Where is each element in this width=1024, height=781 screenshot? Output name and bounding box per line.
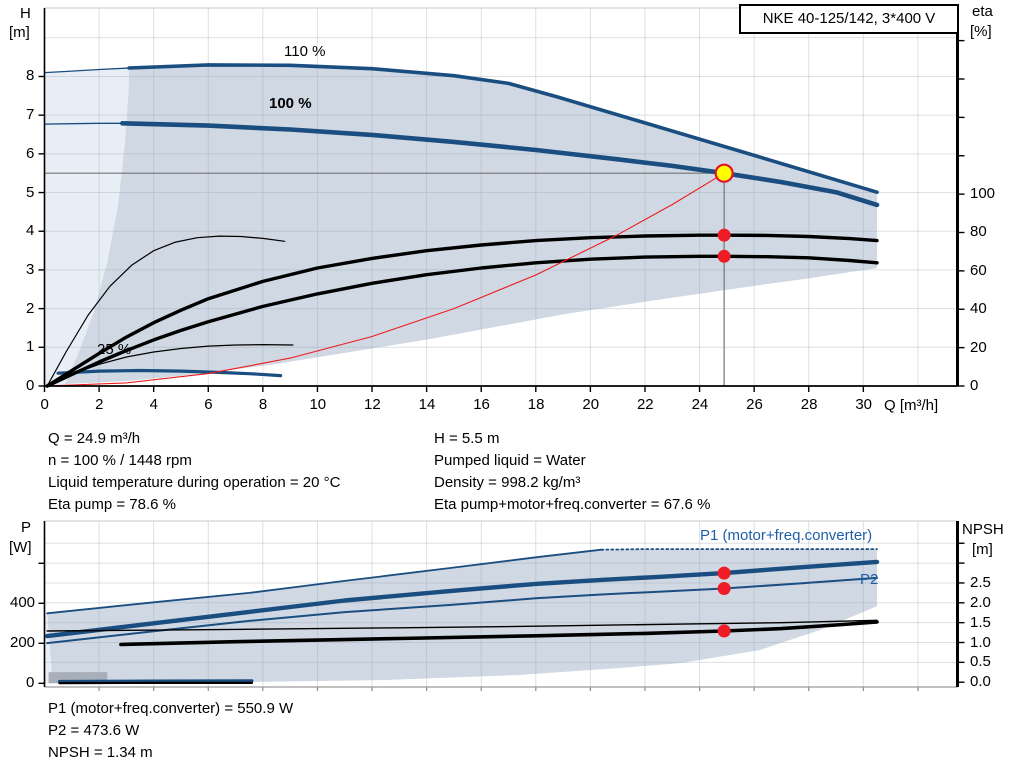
duty-info-left-line-3: Liquid temperature during operation = 20… bbox=[48, 474, 341, 491]
duty-info-right-line-1: H = 5.5 m bbox=[434, 430, 500, 447]
curve-110-lead bbox=[43, 67, 130, 74]
p1-curve bbox=[45, 559, 880, 639]
qh-x-tick-label-4: 4 bbox=[149, 396, 159, 413]
duty-info-left-line-4: Eta pump = 78.6 % bbox=[48, 496, 176, 513]
qh-x-tick-label-20: 20 bbox=[582, 396, 600, 413]
curve-label-25-: 25 % bbox=[97, 341, 132, 358]
h-tick-label-6: 6 bbox=[26, 144, 35, 162]
p-tick-label-200: 200 bbox=[10, 634, 36, 652]
curve-label-p2: P2 bbox=[860, 571, 879, 588]
h-tick-label-1: 1 bbox=[26, 338, 35, 356]
eta-axis-unit: [%] bbox=[970, 23, 992, 40]
p1-dot bbox=[717, 566, 731, 580]
npsh-axis-unit: [m] bbox=[972, 541, 993, 558]
envelope-light bbox=[44, 68, 130, 386]
qh-x-tick-label-16: 16 bbox=[473, 396, 490, 413]
curve-label-110-: 110 % bbox=[284, 43, 326, 60]
h-tick-label-8: 8 bbox=[26, 67, 35, 85]
h-tick-label-7: 7 bbox=[26, 106, 35, 124]
curve-25-percent bbox=[56, 368, 283, 378]
npsh-tick-label-0.5: 0.5 bbox=[970, 653, 991, 671]
qh-x-tick-label-8: 8 bbox=[258, 396, 268, 413]
h-tick-label-2: 2 bbox=[26, 299, 35, 317]
q-axis-unit: Q [m³/h] bbox=[884, 397, 939, 414]
envelope-top-line-dotted bbox=[600, 548, 878, 551]
duty-info-right-line-2: Pumped liquid = Water bbox=[434, 452, 586, 469]
qh-x-tick-label-26: 26 bbox=[746, 396, 763, 413]
power-info-line-2: P2 = 473.6 W bbox=[48, 722, 140, 739]
eta-pump-curve bbox=[45, 233, 879, 388]
duty-info-right: H = 5.5 m Pumped liquid = Water Density = … bbox=[434, 428, 710, 516]
eta-pump-dot bbox=[717, 228, 731, 242]
p-tick-label-0: 0 bbox=[26, 674, 35, 692]
eta-tick-label-60: 60 bbox=[970, 261, 987, 279]
qh-x-tick-label-12: 12 bbox=[364, 396, 381, 413]
h-tick-label-5: 5 bbox=[26, 183, 35, 201]
qh-x-tick-label-28: 28 bbox=[800, 396, 818, 413]
h-tick-label-4: 4 bbox=[26, 222, 35, 240]
p1-25-curve bbox=[57, 679, 254, 684]
h-tick-label-3: 3 bbox=[26, 260, 35, 278]
qh-x-tick-label-30: 30 bbox=[855, 396, 873, 413]
npsh-dot bbox=[717, 624, 731, 638]
eta-total-curve bbox=[45, 254, 879, 388]
qh-x-tick-label-22: 22 bbox=[636, 396, 654, 413]
power-info-line-1: P1 (motor+freq.converter) = 550.9 W bbox=[48, 700, 294, 717]
npsh-tick-label-2.0: 2.0 bbox=[970, 593, 991, 611]
npsh-curve bbox=[119, 620, 879, 647]
eta-25-curve bbox=[46, 235, 286, 387]
p2-dot bbox=[717, 582, 731, 595]
pump-title: NKE 40-125/142, 3*400 V bbox=[762, 10, 936, 27]
npsh-tick-label-1.5: 1.5 bbox=[970, 613, 991, 631]
eta-axis-label: eta bbox=[972, 3, 993, 20]
qh-x-tick-label-6: 6 bbox=[204, 396, 213, 413]
qh-x-tick-label-2: 2 bbox=[95, 396, 104, 413]
curve-100-lead bbox=[43, 122, 123, 125]
operating-envelope bbox=[65, 64, 877, 385]
duty-info-left-line-2: n = 100 % / 1448 rpm bbox=[48, 452, 192, 469]
qh-x-tick-label-0: 0 bbox=[40, 396, 49, 413]
envelope-top-line bbox=[46, 548, 603, 615]
power-info-line-3: NPSH = 1.34 m bbox=[48, 744, 153, 761]
h-axis-unit: [m] bbox=[9, 24, 30, 41]
eta-tick-label-80: 80 bbox=[970, 223, 987, 241]
duty-info-right-line-3: Density = 998.2 kg/m³ bbox=[434, 474, 581, 491]
pump-title-box: NKE 40-125/142, 3*400 V bbox=[739, 4, 959, 34]
npsh-tick-label-2.5: 2.5 bbox=[970, 573, 991, 591]
qh-x-tick-label-14: 14 bbox=[418, 396, 436, 413]
duty-info-left: Q = 24.9 m³/h n = 100 % / 1448 rpm Liquid … bbox=[48, 428, 340, 516]
duty-info-left-line-1: Q = 24.9 m³/h bbox=[48, 430, 141, 447]
eta-tick-label-20: 20 bbox=[970, 338, 987, 356]
curve-110-percent bbox=[127, 63, 879, 194]
npsh-axis-label: NPSH bbox=[962, 521, 1004, 538]
power-info: P1 (motor+freq.converter) = 550.9 W P2 = … bbox=[48, 698, 293, 764]
p2-curve bbox=[46, 576, 878, 645]
eta-tick-label-40: 40 bbox=[970, 300, 987, 318]
h-axis-label: H bbox=[20, 5, 31, 22]
eta-tick-label-0: 0 bbox=[970, 377, 979, 394]
duty-info-right-line-4: Eta pump+motor+freq.converter = 67.6 % bbox=[434, 496, 711, 513]
system-curve bbox=[43, 172, 725, 387]
duty-point[interactable] bbox=[714, 163, 734, 183]
npsh-tick-label-1.0: 1.0 bbox=[970, 633, 991, 651]
npsh-thin-curve bbox=[46, 619, 878, 632]
curve-100-percent bbox=[120, 121, 880, 208]
h-tick-label-0: 0 bbox=[26, 377, 35, 394]
qh-x-tick-label-10: 10 bbox=[309, 396, 327, 413]
power-envelope bbox=[47, 549, 877, 683]
curve-label-100-: 100 % bbox=[269, 95, 312, 112]
p-axis-unit: [W] bbox=[9, 539, 32, 556]
eta-total-dot bbox=[717, 249, 731, 263]
npsh-tick-label-0.0: 0.0 bbox=[970, 673, 991, 691]
eta-tick-label-100: 100 bbox=[970, 185, 996, 203]
qh-x-tick-label-18: 18 bbox=[527, 396, 545, 413]
qh-x-tick-label-24: 24 bbox=[691, 396, 709, 413]
p-axis-label: P bbox=[21, 519, 32, 536]
p-tick-label-400: 400 bbox=[10, 594, 36, 612]
curve-label-p1-motor-freq-converter-: P1 (motor+freq.converter) bbox=[700, 527, 873, 544]
